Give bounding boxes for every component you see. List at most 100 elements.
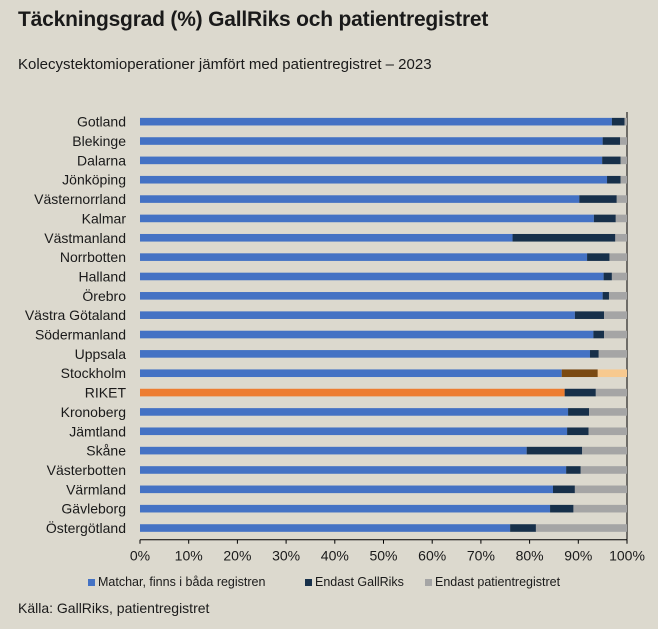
x-tick-label: 90% — [564, 548, 592, 564]
bar-segment — [140, 446, 527, 455]
source-note: Källa: GallRiks, patientregistret — [18, 600, 210, 616]
bar-segment — [561, 369, 598, 378]
bar-segment — [573, 504, 627, 513]
bar-segment — [510, 524, 536, 532]
bar-segment — [589, 350, 599, 358]
x-tick-label: 60% — [418, 548, 446, 564]
bar-segment — [140, 485, 553, 494]
bar-segment — [140, 311, 575, 319]
bar-segment — [140, 233, 513, 242]
bar-segment — [620, 156, 627, 165]
bar-segment — [564, 388, 596, 397]
bar-segment — [620, 175, 627, 184]
bar-segment — [568, 408, 590, 416]
bar-segment — [587, 253, 610, 261]
bar-segment — [582, 446, 627, 455]
bar-segment — [616, 195, 627, 203]
bar-segment — [607, 175, 621, 184]
bar-segment — [603, 272, 612, 281]
category-label: Västmanland — [44, 230, 126, 246]
legend-label: Endast patientregistret — [435, 575, 561, 589]
bar-segment — [597, 369, 627, 378]
bar-segment — [574, 485, 627, 494]
x-tick-label: 50% — [369, 548, 397, 564]
bar-segment — [604, 330, 627, 339]
category-label: Västernorrland — [34, 191, 126, 207]
bar-segment — [140, 253, 588, 261]
x-tick-label: 100% — [609, 548, 645, 564]
category-label: Halland — [79, 268, 126, 284]
category-label: Jämtland — [69, 423, 126, 439]
category-label: Gävleborg — [61, 501, 126, 517]
bar-segment — [608, 292, 627, 300]
bar-segment — [574, 311, 605, 319]
bar-segment — [550, 504, 574, 513]
category-label: Gotland — [77, 114, 126, 130]
bar-segment — [512, 233, 616, 242]
bar-segment — [140, 466, 567, 474]
bar-segment — [593, 214, 616, 223]
bar-segment — [140, 350, 590, 358]
stacked-bar-chart: Gotland Blekinge Dalarna Jönköping Västernor… — [25, 112, 645, 589]
category-label: Södermanland — [35, 327, 126, 343]
bar-segment — [611, 272, 627, 281]
bar-segment — [140, 272, 604, 281]
bar-segment — [611, 117, 625, 126]
category-label: Västra Götaland — [25, 307, 126, 323]
bar-segment — [140, 117, 612, 126]
bar-segment — [615, 233, 627, 242]
category-label: Norrbotten — [60, 249, 126, 265]
bar-segment — [615, 214, 627, 223]
bar-segment — [620, 137, 627, 145]
bar-segment — [140, 388, 565, 397]
bar-segment — [567, 427, 589, 436]
bar-segment — [140, 156, 603, 165]
bar-segment — [609, 253, 627, 261]
category-label: Dalarna — [77, 152, 126, 168]
category-label: Värmland — [66, 481, 126, 497]
category-label: Örebro — [82, 287, 126, 304]
category-label: Jönköping — [62, 172, 126, 188]
x-tick-label: 80% — [516, 548, 544, 564]
x-tick-label: 70% — [467, 548, 495, 564]
legend-swatch — [425, 579, 432, 586]
bar-segment — [580, 466, 627, 474]
bar-segment — [602, 156, 621, 165]
bar-segment — [552, 485, 575, 494]
bar-segment — [140, 330, 594, 339]
category-label: Östergötland — [46, 519, 126, 536]
category-label: Blekinge — [72, 133, 126, 149]
bar-segment — [140, 292, 603, 300]
bar-segment — [140, 408, 569, 416]
x-tick-label: 10% — [175, 548, 203, 564]
bar-segment — [566, 466, 581, 474]
bar-segment — [588, 427, 627, 436]
bar-segment — [598, 350, 627, 358]
bar-segment — [589, 408, 627, 416]
chart-title: Täckningsgrad (%) GallRiks och patientre… — [18, 8, 489, 31]
legend-swatch — [305, 579, 312, 586]
category-label: Skåne — [86, 443, 126, 459]
bar-segment — [140, 195, 580, 203]
bar-segment — [602, 292, 609, 300]
bar-segment — [535, 524, 627, 532]
category-label: RIKET — [85, 385, 127, 401]
bar-segment — [602, 137, 621, 145]
bar-segment — [140, 427, 568, 436]
bar-segment — [526, 446, 583, 455]
legend-swatch — [88, 579, 95, 586]
chart-subtitle: Kolecystektomioperationer jämfört med pa… — [18, 56, 432, 73]
x-tick-label: 0% — [130, 548, 150, 564]
bar-segment — [140, 137, 603, 145]
category-label: Stockholm — [61, 365, 126, 381]
bar-segment — [624, 117, 627, 126]
bar-segment — [140, 504, 551, 513]
category-label: Kalmar — [82, 210, 127, 226]
legend-label: Matchar, finns i båda registren — [98, 575, 265, 589]
x-tick-label: 30% — [272, 548, 300, 564]
bar-segment — [140, 175, 608, 184]
category-label: Uppsala — [75, 346, 127, 362]
x-tick-label: 40% — [321, 548, 349, 564]
category-label: Västerbotten — [47, 462, 126, 478]
bar-segment — [604, 311, 627, 319]
